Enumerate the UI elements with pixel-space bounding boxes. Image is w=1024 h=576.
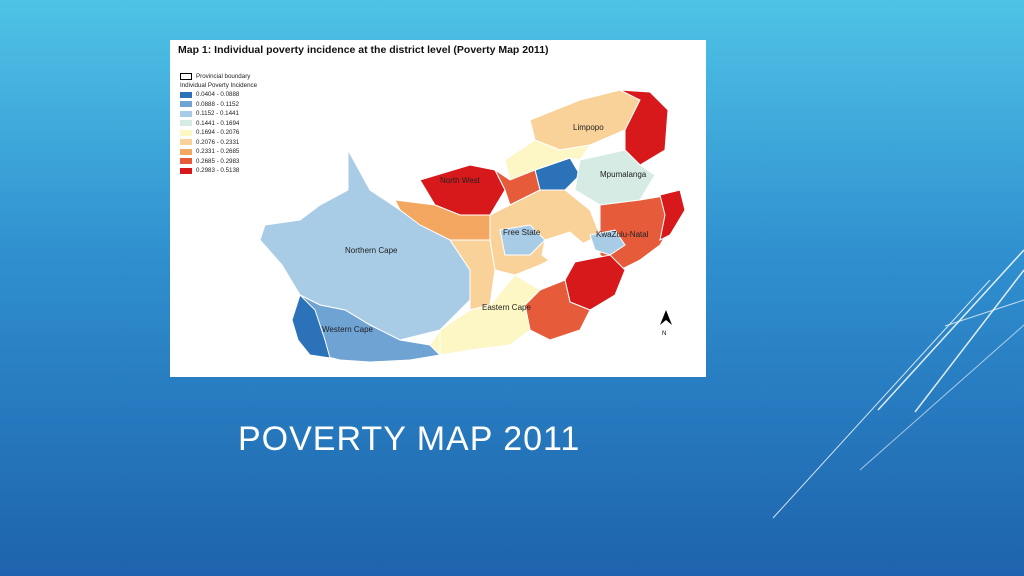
label-northern-cape: Northern Cape [345, 246, 398, 255]
legend-boundary: Provincial boundary [180, 72, 257, 81]
map-title: Map 1: Individual poverty incidence at t… [178, 44, 549, 56]
legend-item: 0.0888 - 0.1152 [180, 100, 257, 110]
legend-item: 0.1441 - 0.1694 [180, 119, 257, 129]
district-mpumalanga [574, 149, 656, 206]
label-kzn: KwaZulu-Natal [596, 230, 649, 239]
district-free-state-blue [499, 224, 546, 256]
district-limpopo [529, 89, 641, 151]
legend-swatch [180, 110, 192, 117]
district-eastern-cape-red [564, 254, 626, 311]
legend-range-label: 0.1441 - 0.1694 [196, 119, 240, 127]
legend-item: 0.1694 - 0.2076 [180, 128, 257, 138]
legend-swatch [180, 139, 192, 146]
district-kzn-red [659, 189, 686, 241]
boundary-swatch [180, 73, 192, 80]
legend-item: 0.2331 - 0.2685 [180, 147, 257, 157]
legend-item: 0.2983 - 0.5138 [180, 166, 257, 176]
label-north-west: North West [440, 176, 481, 185]
legend-swatch [180, 158, 192, 165]
slide-title: POVERTY MAP 2011 [238, 420, 581, 458]
north-arrow-label: N [662, 331, 666, 337]
legend-range-label: 0.2983 - 0.5138 [196, 167, 240, 175]
label-mpumalanga: Mpumalanga [600, 170, 647, 179]
district-eastern-cape [439, 274, 541, 356]
legend-item: 0.0404 - 0.0888 [180, 90, 257, 100]
poverty-map-figure: Map 1: Individual poverty incidence at t… [170, 40, 706, 377]
legend-item: 0.2685 - 0.2983 [180, 157, 257, 167]
legend-range-label: 0.2331 - 0.2685 [196, 148, 240, 156]
districts [259, 89, 686, 363]
label-limpopo: Limpopo [573, 123, 604, 132]
north-arrow-icon: N [660, 310, 672, 337]
legend-range-label: 0.1152 - 0.1441 [196, 110, 239, 118]
legend-swatch [180, 91, 192, 98]
district-kzn-light [589, 229, 626, 256]
legend-range-label: 0.0888 - 0.1152 [196, 100, 239, 108]
map-svg: Limpopo North West Mpumalanga Free State… [259, 89, 686, 363]
legend-items: 0.0404 - 0.0888 0.0888 - 0.1152 0.1152 - 0… [180, 90, 257, 176]
label-eastern-cape: Eastern Cape [482, 303, 531, 312]
legend-range-label: 0.0404 - 0.0888 [196, 91, 240, 99]
legend-swatch [180, 167, 192, 174]
legend-range-label: 0.2685 - 0.2983 [196, 157, 240, 165]
legend-heading: Individual Poverty Incidence [180, 82, 258, 89]
legend-swatch [180, 129, 192, 136]
legend-boundary-label: Provincial boundary [196, 73, 251, 80]
legend-range-label: 0.1694 - 0.2076 [196, 129, 240, 137]
label-western-cape: Western Cape [322, 325, 374, 334]
legend-swatch [180, 120, 192, 127]
legend-swatch [180, 148, 192, 155]
district-western-cape-dark [291, 294, 331, 359]
label-free-state: Free State [503, 228, 541, 237]
map-legend: Provincial boundary Individual Poverty I… [180, 72, 257, 176]
legend-range-label: 0.2076 - 0.2331 [196, 138, 240, 146]
district-wc-east [429, 328, 441, 357]
legend-item: 0.1152 - 0.1441 [180, 109, 257, 119]
legend-item: 0.2076 - 0.2331 [180, 138, 257, 148]
legend-swatch [180, 101, 192, 108]
